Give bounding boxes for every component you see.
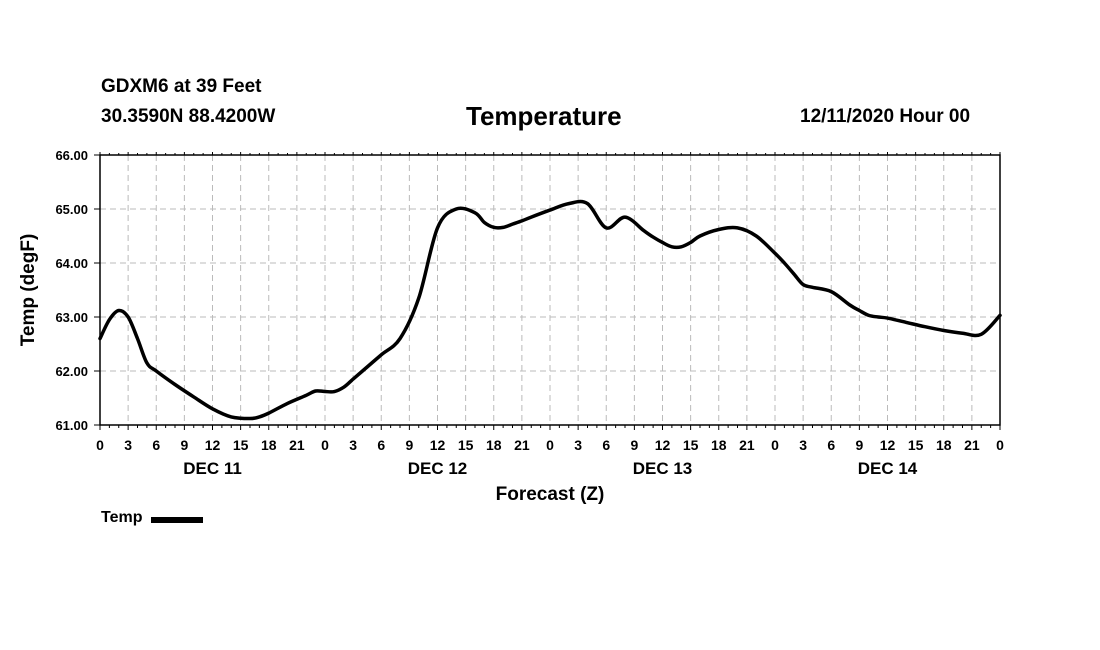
y-tick-label: 64.00 xyxy=(55,256,88,271)
x-tick-label: 6 xyxy=(377,437,385,453)
x-tick-label: 15 xyxy=(683,437,699,453)
grid xyxy=(100,155,1000,425)
chart-title: Temperature xyxy=(466,101,622,131)
y-tick-label: 65.00 xyxy=(55,202,88,217)
legend: Temp xyxy=(101,509,204,527)
day-label: DEC 14 xyxy=(858,459,918,478)
x-tick-label: 0 xyxy=(771,437,779,453)
legend-label: Temp xyxy=(101,509,143,526)
x-tick-label: 9 xyxy=(630,437,638,453)
station-label: GDXM6 at 39 Feet xyxy=(101,76,262,97)
y-tick-label: 61.00 xyxy=(55,418,88,433)
x-tick-label: 21 xyxy=(514,437,530,453)
y-axis-title: Temp (degF) xyxy=(18,234,39,347)
x-axis-title: Forecast (Z) xyxy=(496,484,605,505)
x-tick-label: 12 xyxy=(430,437,446,453)
x-tick-label: 15 xyxy=(458,437,474,453)
x-tick-label: 9 xyxy=(855,437,863,453)
series-layer xyxy=(98,199,1002,421)
x-tick-label: 3 xyxy=(349,437,357,453)
day-label: DEC 13 xyxy=(633,459,693,478)
day-label: DEC 11 xyxy=(183,459,242,478)
axis-labels: 0 3 6 9 12 15 18 21 0 3 6 9 12 15 18 21 0 3 6 9 12 15 18 21 0 3 6 9… xyxy=(55,148,1004,478)
x-tick-label: 12 xyxy=(205,437,221,453)
plot-frame xyxy=(99,154,1001,426)
legend-line-swatch xyxy=(151,516,204,523)
x-tick-label: 6 xyxy=(152,437,160,453)
x-tick-label: 9 xyxy=(180,437,188,453)
y-tick-label: 66.00 xyxy=(55,148,88,163)
axis-ticks xyxy=(94,152,1001,430)
x-tick-label: 18 xyxy=(936,437,952,453)
x-tick-label: 3 xyxy=(574,437,582,453)
y-tick-label: 63.00 xyxy=(55,310,88,325)
x-tick-label: 3 xyxy=(124,437,132,453)
x-tick-label: 6 xyxy=(827,437,835,453)
x-tick-label: 18 xyxy=(711,437,727,453)
x-tick-label: 18 xyxy=(261,437,277,453)
x-tick-label: 12 xyxy=(880,437,896,453)
issue-time-label: 12/11/2020 Hour 00 xyxy=(800,106,971,127)
x-tick-label: 6 xyxy=(602,437,610,453)
x-tick-label: 21 xyxy=(964,437,980,453)
y-tick-label: 62.00 xyxy=(55,364,88,379)
x-tick-label: 9 xyxy=(405,437,413,453)
coordinates-label: 30.3590N 88.4200W xyxy=(101,106,276,127)
x-tick-label: 15 xyxy=(908,437,924,453)
x-tick-label: 21 xyxy=(289,437,305,453)
x-tick-label: 0 xyxy=(546,437,554,453)
x-tick-label: 15 xyxy=(233,437,249,453)
day-label: DEC 12 xyxy=(408,459,468,478)
x-tick-label: 0 xyxy=(996,437,1004,453)
x-tick-label: 3 xyxy=(799,437,807,453)
x-tick-label: 12 xyxy=(655,437,671,453)
series-line-temp xyxy=(98,199,1002,421)
x-tick-label: 0 xyxy=(321,437,329,453)
x-tick-label: 21 xyxy=(739,437,755,453)
x-tick-label: 0 xyxy=(96,437,104,453)
x-tick-label: 18 xyxy=(486,437,502,453)
